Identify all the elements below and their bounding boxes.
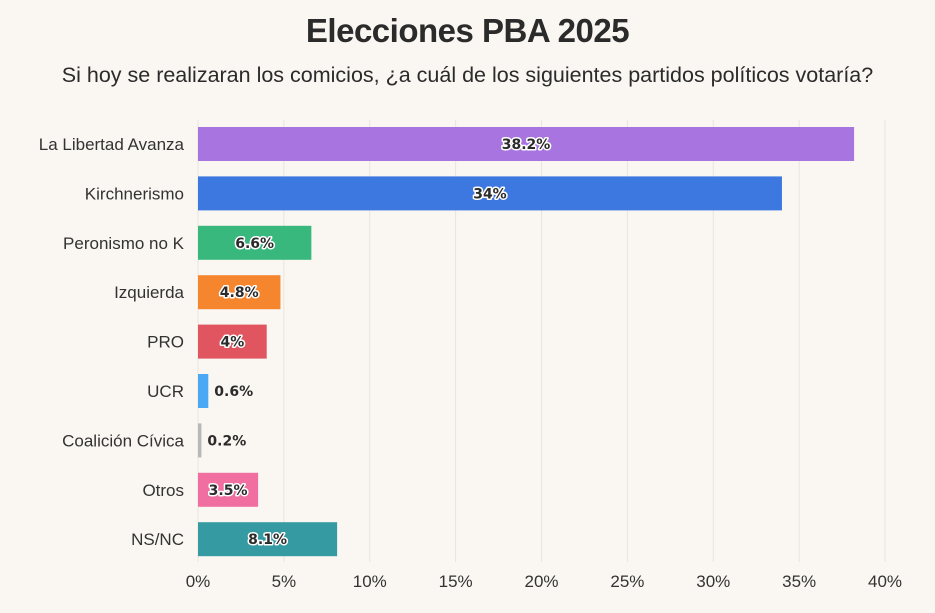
x-tick-label: 30% [696, 572, 730, 591]
category-label: NS/NC [131, 530, 184, 549]
value-label: 38.2% [502, 137, 551, 153]
bar-kirchnerismo [198, 176, 782, 211]
x-tick-label: 40% [868, 572, 902, 591]
category-label: UCR [147, 382, 184, 401]
category-label: Izquierda [114, 283, 184, 302]
category-label: Peronismo no K [63, 234, 185, 253]
bar-coalicion-civica [198, 423, 202, 458]
value-labels: 38.2% 34% 6.6% 4.8% 4% 0.6% 0.2% 3.5% 8.1% [207, 136, 552, 550]
value-label: 3.5% [209, 483, 248, 499]
bars-group [198, 127, 855, 557]
x-tick-label: 0% [186, 572, 211, 591]
value-label: 34% [473, 186, 507, 202]
chart-title: Elecciones PBA 2025 [305, 12, 630, 49]
bar-peronismo-no-k [198, 225, 312, 260]
x-tick-label: 10% [353, 572, 387, 591]
x-tick-label: 20% [524, 572, 558, 591]
value-label: 0.2% [207, 433, 246, 449]
category-label: PRO [147, 333, 184, 352]
category-label: Kirchnerismo [85, 184, 184, 203]
x-tick-label: 25% [610, 572, 644, 591]
category-label: Otros [142, 481, 184, 500]
value-label: 4.8% [220, 285, 259, 301]
value-label: 4% [220, 335, 244, 351]
x-tick-label: 35% [782, 572, 816, 591]
category-label: La Libertad Avanza [39, 135, 185, 154]
bar-ns-nc [198, 522, 338, 557]
bar-otros [198, 472, 259, 507]
bar-izquierda [198, 275, 281, 310]
chart-subtitle: Si hoy se realizaran los comicios, ¿a cu… [61, 63, 874, 87]
category-label: Coalición Cívica [62, 431, 184, 450]
x-tick-label: 15% [439, 572, 473, 591]
x-tick-label: 5% [272, 572, 297, 591]
bar-ucr [198, 374, 209, 408]
value-label: 6.6% [235, 236, 274, 252]
category-labels: La Libertad Avanza Kirchnerismo Peronismo … [39, 135, 185, 549]
x-axis-ticks: 0% 5% 10% 15% 20% 25% 30% 35% 40% [186, 572, 902, 591]
value-label: 8.1% [248, 532, 287, 548]
value-label: 0.6% [214, 384, 253, 400]
bar-pro [198, 324, 267, 359]
bar-la-libertad-avanza [198, 127, 855, 161]
